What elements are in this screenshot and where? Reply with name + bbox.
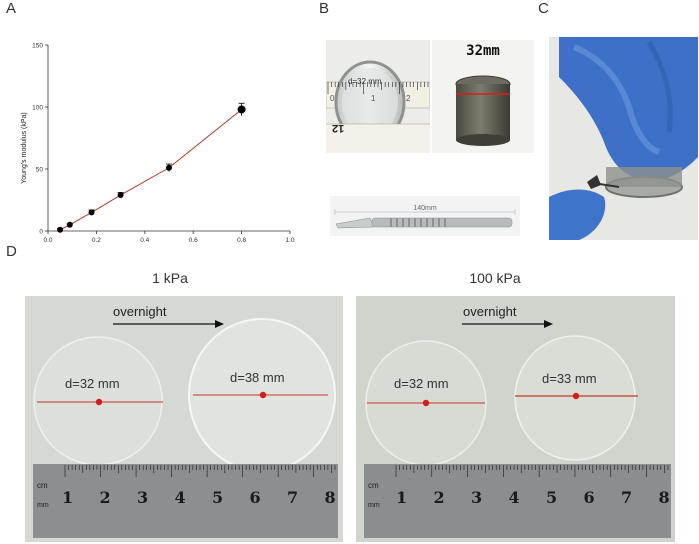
scalpel-grip-ridge xyxy=(444,218,446,227)
scalpel-grip-ridge xyxy=(396,218,398,227)
scalpel-grip-ridge xyxy=(426,218,428,227)
right-heading-100kpa: 100 kPa xyxy=(469,270,521,286)
right-overnight-label: overnight xyxy=(463,304,517,319)
scalpel-grip-ridge xyxy=(414,218,416,227)
ruler-side-label: 12 xyxy=(332,122,345,134)
scalpel-grip-ridge xyxy=(432,218,434,227)
left-heading-1kpa: 1 kPa xyxy=(152,270,188,286)
ruler-number: 7 xyxy=(621,488,633,507)
ruler-number-0: 0 xyxy=(330,94,335,103)
gel-1kpa-photo: overnight d=32 mm d=38 mm cm mm 1 2 3 4 5 6 7 8 xyxy=(25,296,343,542)
left-disc1-diameter: d=32 mm xyxy=(65,376,120,391)
ring-ruler-photo: d=32 mm 0 1 2 12 xyxy=(326,40,430,153)
left-overnight-label: overnight xyxy=(113,304,167,319)
ruler-number: 4 xyxy=(508,488,520,507)
data-point xyxy=(88,209,95,216)
right-ruler-unit: cm xyxy=(368,481,379,490)
y-axis-title: Young's modulus (kPa) xyxy=(21,112,28,184)
y-tick-label: 0 xyxy=(39,229,43,236)
fit-line xyxy=(59,109,242,231)
panel-label-c: C xyxy=(538,0,549,17)
mold-size-label: 32mm xyxy=(466,43,500,59)
ruler-number-2: 2 xyxy=(406,94,411,103)
data-point xyxy=(57,226,64,233)
ruler-number: 7 xyxy=(287,488,299,507)
data-point xyxy=(166,164,172,171)
data-point xyxy=(66,221,73,228)
y-tick-label: 100 xyxy=(32,105,43,112)
ruler-number-1: 1 xyxy=(371,94,376,103)
y-tick-label: 150 xyxy=(32,43,43,50)
panel-label-d: D xyxy=(6,243,17,260)
ruler-number: 8 xyxy=(324,488,336,507)
ruler-number: 3 xyxy=(471,488,483,507)
scalpel-grip-ridge xyxy=(420,218,422,227)
ruler-number: 6 xyxy=(583,488,595,507)
ruler-number: 8 xyxy=(658,488,670,507)
gel-100kpa-graphic xyxy=(356,296,675,542)
ruler-number: 3 xyxy=(137,488,149,507)
mold-photo: 32mm xyxy=(432,40,534,153)
x-tick-label: 0.2 xyxy=(92,237,101,244)
panel-label-b: B xyxy=(319,0,330,17)
scalpel-graphic xyxy=(334,209,516,229)
gel-100kpa-photo: overnight d=32 mm d=33 mm cm mm 1 2 3 4 5 6 7 8 xyxy=(356,296,675,542)
ruler-number: 1 xyxy=(62,488,74,507)
left-ruler-unit-small: mm xyxy=(37,502,49,509)
ruler-number: 2 xyxy=(99,488,111,507)
ruler-number: 4 xyxy=(174,488,186,507)
x-tick-label: 0.4 xyxy=(140,237,149,244)
scalpel-grip-ridge xyxy=(408,218,410,227)
x-tick-label: 0.0 xyxy=(43,237,52,244)
x-tick-label: 1.0 xyxy=(285,237,294,244)
scalpel-grip-ridge xyxy=(438,218,440,227)
panel-label-a: A xyxy=(6,0,17,17)
data-point xyxy=(237,105,246,114)
scalpel-grip-ridge xyxy=(390,218,392,227)
right-disc2-diameter: d=33 mm xyxy=(542,371,597,386)
ring-diameter-label: d=32 mm xyxy=(348,77,382,86)
mold-graphic xyxy=(455,75,511,146)
right-ruler-unit-small: mm xyxy=(368,502,380,509)
glove-graphic xyxy=(549,37,698,240)
left-disc2-diameter: d=38 mm xyxy=(230,370,285,385)
modulus-chart: 0.00.20.40.60.81.0050100150Bis-acrylamid… xyxy=(21,43,295,245)
glove-handling-photo xyxy=(549,37,698,240)
ruler-number: 5 xyxy=(546,488,558,507)
ruler-number: 5 xyxy=(212,488,224,507)
ruler-number: 6 xyxy=(249,488,261,507)
x-tick-label: 0.6 xyxy=(189,237,198,244)
ring-ruler-graphic xyxy=(326,40,430,153)
data-point xyxy=(117,192,124,199)
scalpel-grip-ridge xyxy=(402,218,404,227)
y-tick-label: 50 xyxy=(36,167,44,174)
scalpel-photo: 140mm xyxy=(330,196,520,236)
right-disc1-diameter: d=32 mm xyxy=(394,376,449,391)
gel-1kpa-graphic xyxy=(25,296,343,542)
ruler-number: 2 xyxy=(433,488,445,507)
x-tick-label: 0.8 xyxy=(237,237,246,244)
scalpel-length-label: 140mm xyxy=(413,205,437,212)
left-ruler-unit: cm xyxy=(37,481,48,490)
ruler-number: 1 xyxy=(396,488,408,507)
